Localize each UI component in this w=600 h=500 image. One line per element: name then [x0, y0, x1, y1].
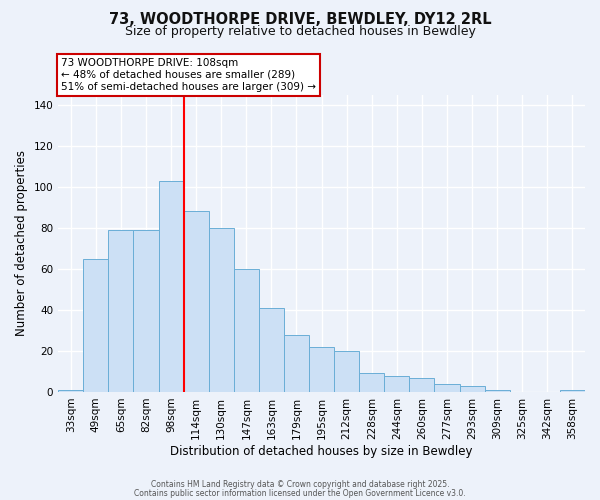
X-axis label: Distribution of detached houses by size in Bewdley: Distribution of detached houses by size …	[170, 444, 473, 458]
Text: Contains HM Land Registry data © Crown copyright and database right 2025.: Contains HM Land Registry data © Crown c…	[151, 480, 449, 489]
Bar	[133, 230, 158, 392]
Bar	[83, 258, 109, 392]
Y-axis label: Number of detached properties: Number of detached properties	[15, 150, 28, 336]
Bar	[409, 378, 434, 392]
Bar	[209, 228, 234, 392]
Bar	[158, 180, 184, 392]
Bar	[284, 334, 309, 392]
Bar	[560, 390, 585, 392]
Bar	[359, 374, 385, 392]
Bar	[434, 384, 460, 392]
Text: 73 WOODTHORPE DRIVE: 108sqm
← 48% of detached houses are smaller (289)
51% of se: 73 WOODTHORPE DRIVE: 108sqm ← 48% of det…	[61, 58, 316, 92]
Text: 73, WOODTHORPE DRIVE, BEWDLEY, DY12 2RL: 73, WOODTHORPE DRIVE, BEWDLEY, DY12 2RL	[109, 12, 491, 28]
Text: Size of property relative to detached houses in Bewdley: Size of property relative to detached ho…	[125, 25, 475, 38]
Text: Contains public sector information licensed under the Open Government Licence v3: Contains public sector information licen…	[134, 489, 466, 498]
Bar	[309, 347, 334, 392]
Bar	[334, 351, 359, 392]
Bar	[109, 230, 133, 392]
Bar	[234, 269, 259, 392]
Bar	[460, 386, 485, 392]
Bar	[485, 390, 510, 392]
Bar	[184, 212, 209, 392]
Bar	[58, 390, 83, 392]
Bar	[259, 308, 284, 392]
Bar	[385, 376, 409, 392]
